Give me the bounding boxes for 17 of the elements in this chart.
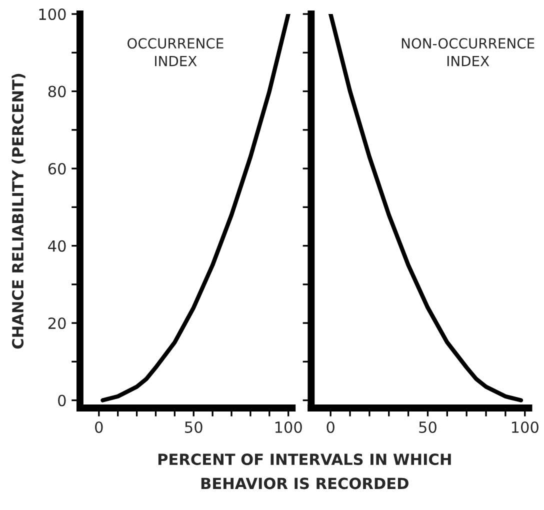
x-tick-label: 100: [512, 421, 538, 434]
y-tick-label: 60: [48, 162, 66, 175]
y-tick-label: 80: [48, 86, 66, 98]
x-tick-label: 50: [185, 421, 202, 434]
y-tick-label: 0: [58, 394, 66, 406]
x-tick-label: 100: [275, 421, 302, 434]
y-tick-label: 40: [48, 240, 66, 252]
x-tick-label: 0: [95, 421, 103, 434]
y-tick-label: 100: [39, 8, 66, 20]
x-tick-label: 0: [326, 421, 334, 434]
annotation: OCCURRENCE INDEX: [128, 38, 224, 66]
x-tick-label: 50: [419, 421, 436, 434]
annotation: NON-OCCURRENCE INDEX: [402, 38, 534, 66]
y-axis-title: CHANCE RELIABILITY (PERCENT): [12, 74, 26, 349]
x-axis-title: PERCENT OF INTERVALS IN WHICH BEHAVIOR IS RECORDED: [158, 454, 451, 490]
y-tick-label: 20: [48, 317, 66, 330]
line-series: [100, 14, 290, 402]
